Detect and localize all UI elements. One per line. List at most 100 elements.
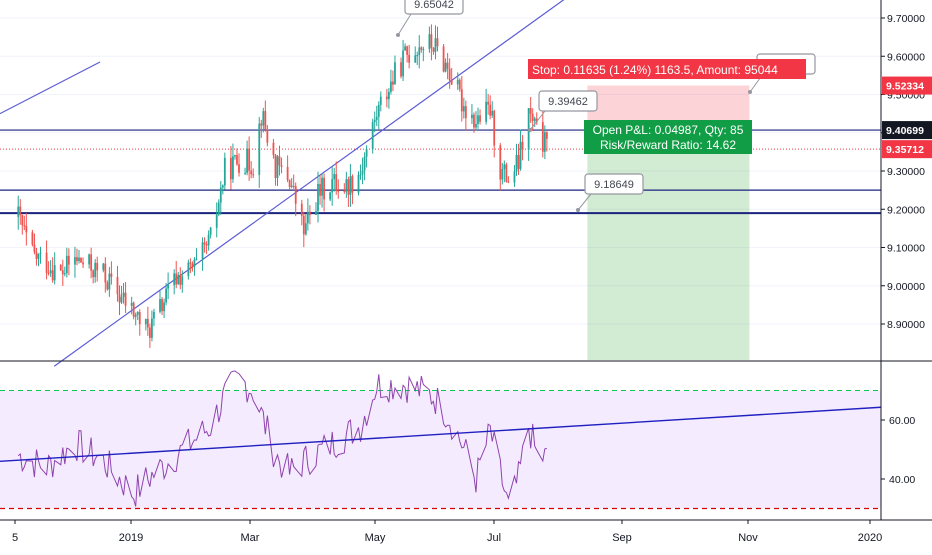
oscillator-axis-label: 40.00: [889, 474, 915, 486]
pnl-label-text: Open P&L: 0.04987, Qty: 85: [593, 123, 744, 137]
time-axis-label: 5: [12, 532, 18, 544]
time-axis-label: May: [365, 532, 386, 544]
oscillator-axis-label: 60.00: [889, 415, 915, 427]
callout-label: 9.65042: [414, 0, 454, 11]
candle-body: [187, 262, 190, 277]
candle-body: [262, 111, 265, 126]
candle-body: [288, 180, 291, 187]
price-axis-badge: 9.52334: [882, 76, 932, 95]
candle-body: [51, 270, 54, 281]
time-axis-label: Jul: [487, 532, 501, 544]
candle-body: [319, 184, 321, 196]
candle-body: [343, 190, 346, 192]
candle-body: [363, 156, 366, 171]
candle-body: [148, 327, 151, 338]
candle-body: [337, 190, 340, 192]
candle-body: [515, 154, 518, 172]
candle-body: [485, 101, 488, 122]
price-axis-badge-bg: [882, 140, 932, 159]
candle-body: [359, 174, 362, 176]
time-axis-label: 2020: [858, 532, 882, 544]
oscillator-trendline[interactable]: [0, 406, 882, 462]
candle-body: [39, 252, 42, 254]
candle-body: [351, 176, 354, 193]
price-axis-badge-text: 9.40699: [886, 125, 924, 137]
candle-body: [134, 314, 137, 317]
candle-body: [456, 79, 459, 85]
candle-body: [209, 227, 212, 235]
candle-body: [517, 154, 520, 169]
candle-body: [418, 47, 421, 56]
candle-body: [394, 62, 396, 85]
candle-body: [533, 118, 536, 121]
price-axis-badge-text: 9.35712: [886, 144, 924, 156]
candle-body: [406, 46, 409, 55]
candle-body: [446, 62, 449, 69]
candle-body: [280, 165, 283, 167]
candle-body: [165, 288, 167, 303]
callout-label: 9.39462: [548, 96, 588, 108]
time-axis[interactable]: 5 2019 Mar May Jul Sep Nov 2020: [0, 519, 932, 544]
price-axis-badge-bg: [882, 121, 932, 140]
candle-body: [357, 174, 360, 193]
candle-body: [153, 311, 155, 319]
candle-body: [177, 274, 180, 285]
candle-body: [53, 265, 56, 281]
candle-body: [493, 110, 496, 146]
callout-support[interactable]: 9.18649: [576, 173, 644, 212]
callout-anchor: [748, 90, 752, 94]
trendline-rising[interactable]: [53, 0, 595, 367]
candle-body: [541, 122, 544, 152]
callout-recent-high[interactable]: 9.39462: [528, 90, 598, 132]
candle-body: [106, 282, 109, 290]
callout-anchor: [576, 208, 580, 212]
price-axis[interactable]: 9.700009.600009.500009.400009.300009.200…: [880, 0, 932, 520]
trendline-upper-fragment[interactable]: [0, 61, 101, 115]
candle-body: [110, 273, 113, 277]
position-reward-zone[interactable]: [587, 130, 750, 360]
candle-body: [487, 101, 490, 105]
candle-body: [193, 259, 196, 267]
candle-body: [434, 38, 437, 52]
candle-body: [392, 81, 394, 85]
candle-body: [333, 174, 336, 180]
candle-body: [260, 123, 263, 126]
candle-body: [236, 155, 238, 165]
candle-body: [329, 192, 332, 200]
callout-anchor: [528, 128, 532, 132]
candle-body: [252, 174, 255, 176]
candle-body: [104, 263, 107, 283]
candle-body: [479, 115, 481, 122]
candle-body: [507, 181, 510, 183]
candle-body: [195, 258, 198, 260]
candle-body: [238, 164, 240, 173]
candle-body: [138, 312, 141, 325]
candle-body: [221, 185, 224, 188]
price-axis-label: 9.20000: [887, 204, 925, 216]
candle-body: [19, 206, 22, 216]
candle-body: [25, 225, 28, 233]
candle-body: [308, 211, 311, 215]
stop-label[interactable]: Stop: 0.11635 (1.24%) 1163.5, Amount: 95…: [528, 59, 806, 79]
candle-body: [335, 174, 338, 191]
candle-body: [365, 149, 368, 157]
candle-body: [290, 185, 293, 187]
candle-body: [428, 34, 431, 49]
candles: [17, 24, 548, 348]
candle-body: [535, 118, 538, 123]
candle-body: [33, 244, 36, 253]
candle-body: [250, 170, 253, 175]
candle-body: [458, 79, 461, 90]
candle-body: [371, 122, 374, 150]
candle-body: [274, 154, 277, 178]
candle-body: [373, 119, 376, 123]
candle-body: [132, 302, 135, 317]
callout-high[interactable]: 9.65042: [396, 0, 464, 37]
callout-box: [584, 173, 644, 195]
price-grid: [0, 17, 881, 325]
candle-body: [37, 253, 40, 259]
